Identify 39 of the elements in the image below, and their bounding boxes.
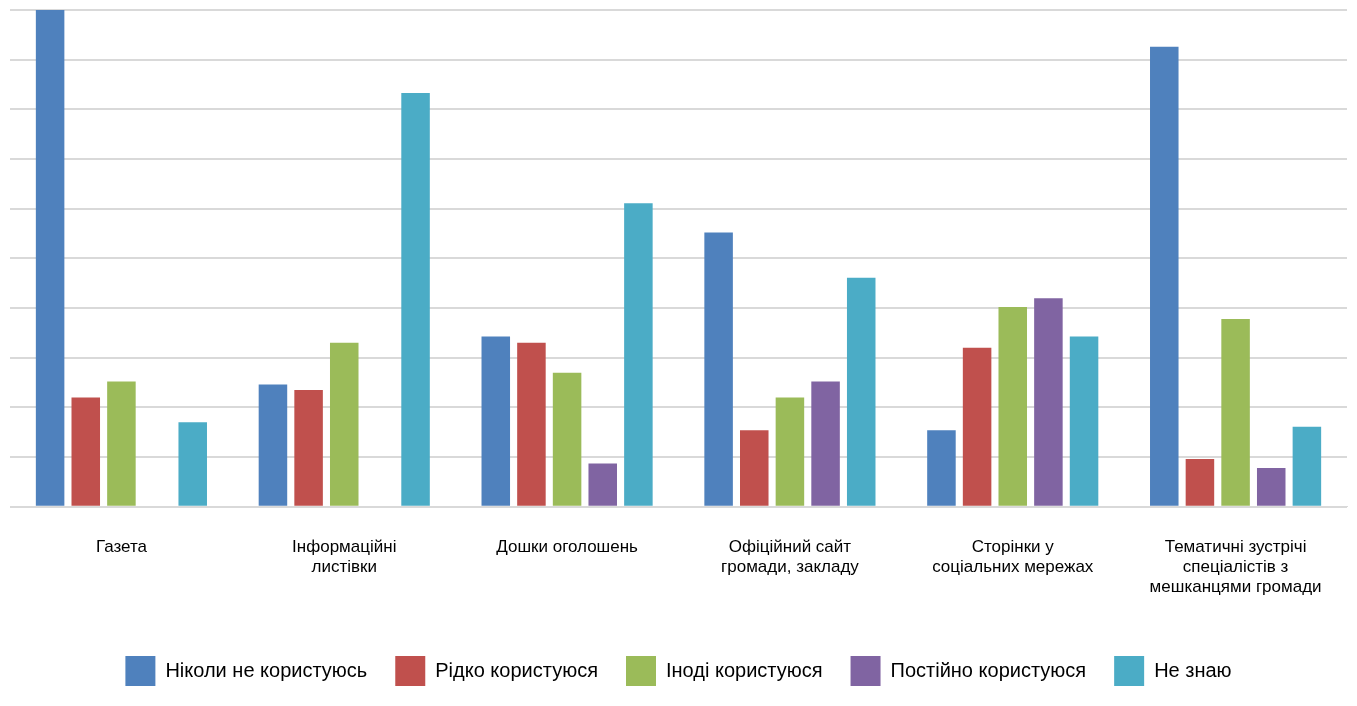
bar [998,307,1028,506]
x-tick-label: Сторінки у соціальних мережах [932,536,1094,577]
bar [962,347,992,506]
bar [588,463,617,506]
bar [1185,459,1215,506]
bar [552,372,582,506]
x-tick-label: Тематичні зустрічі спеціалістів з мешканцями громади [1149,536,1322,597]
x-tick-label: Інформаційні листівки [292,536,397,577]
bar [624,203,653,506]
bar [107,381,136,506]
legend-label: Постійно користуюся [890,658,1087,681]
bar [329,342,359,506]
bar [35,10,65,506]
bar [927,430,956,506]
bar [1221,319,1250,506]
legend-label: Ніколи не користуюсь [165,658,368,681]
bar [481,336,511,506]
x-tick-label: Дошки оголошень [496,536,639,556]
bar [846,277,876,506]
legend-label: Іноді користуюся [665,658,823,681]
bar [294,390,323,506]
bar [1069,336,1099,506]
bar [178,422,207,506]
legend-label: Рідко користуюся [435,658,598,681]
bar [71,397,101,506]
legend-label: Не знаю [1154,658,1232,681]
bar [401,92,430,506]
bar [740,430,769,506]
bar [517,342,546,506]
bar [1034,298,1063,506]
bar [811,381,840,506]
bar [775,397,805,506]
bar [1292,426,1322,506]
x-tick-label: Газета [95,536,148,556]
bar [258,384,288,506]
bar [704,232,733,506]
bar [1150,46,1179,506]
x-tick-label: Офіційний сайт громади, закладу [721,536,860,577]
bar [1256,468,1286,506]
